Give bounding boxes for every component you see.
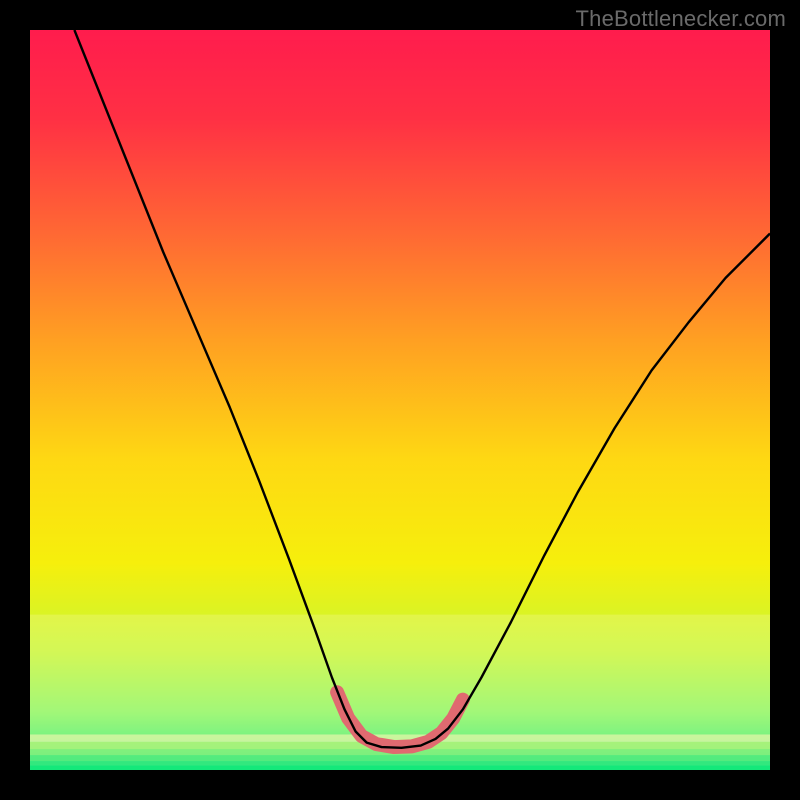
plot-area <box>30 30 770 770</box>
chart-svg <box>30 30 770 770</box>
watermark-text: TheBottlenecker.com <box>576 6 786 32</box>
bottom-band <box>30 766 770 770</box>
chart-frame: TheBottlenecker.com <box>0 0 800 800</box>
bottom-band <box>30 755 770 761</box>
bottom-band <box>30 761 770 765</box>
